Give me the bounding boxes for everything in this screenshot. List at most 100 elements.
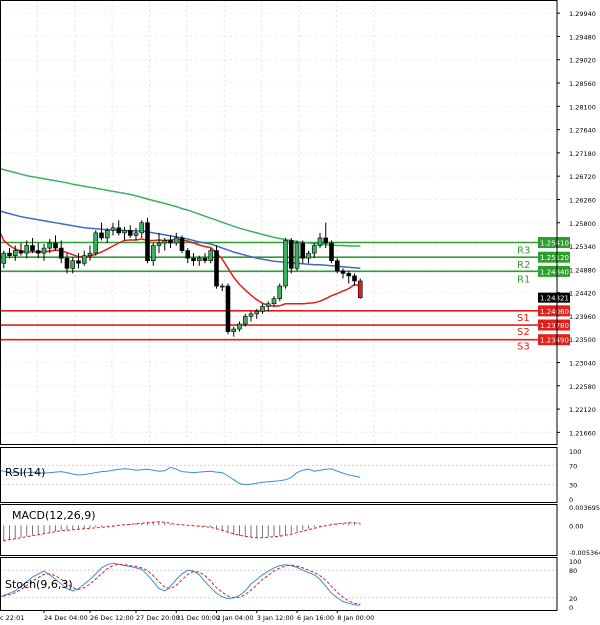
candle-body [248, 313, 254, 317]
candle [277, 283, 283, 302]
candle-body [122, 230, 127, 234]
candle [214, 245, 219, 289]
candle-body [219, 285, 225, 288]
candle-body [237, 323, 242, 330]
candle [87, 245, 93, 261]
time-tick-label: 6 Jan 16:00 [297, 614, 334, 622]
candle [81, 250, 87, 266]
candle-body [202, 257, 208, 262]
candle-body [1, 252, 7, 264]
level-name-s2: S2 [517, 327, 530, 338]
panel-frame [0, 504, 558, 556]
candle [116, 220, 122, 236]
panel-frames [0, 0, 558, 611]
candle [283, 237, 288, 289]
price-tick-label: 1.23500 [569, 336, 596, 344]
candle [352, 273, 357, 287]
candle-body [191, 257, 196, 262]
level-tag-s1 [538, 305, 570, 317]
level-tag-value-r2: 1.25120 [540, 254, 569, 262]
candle [334, 258, 340, 274]
level-name-s3: S3 [517, 342, 530, 353]
candle [219, 283, 225, 292]
candle-body [76, 260, 81, 264]
candle-body [47, 242, 53, 249]
level-tag-value-r1: 1.24840 [540, 268, 569, 276]
moving-average-line [0, 167, 361, 247]
candle [70, 257, 76, 274]
candle-body [116, 227, 122, 234]
candle-body [288, 240, 294, 269]
macd-tick-label: 0.003695 [569, 504, 600, 512]
candle-body [7, 252, 12, 256]
candle [104, 227, 110, 244]
moving-averages [0, 167, 361, 308]
time-tick-label: c 22:01 [0, 614, 24, 622]
candle-body [231, 328, 237, 332]
candle-body [150, 245, 156, 262]
stoch-tick-label: 80 [569, 567, 577, 575]
candle [208, 248, 214, 264]
moving-average-line [0, 230, 361, 308]
candle-body [30, 245, 35, 251]
candle [294, 240, 300, 271]
candle [1, 250, 7, 269]
candle-body [12, 250, 18, 256]
candle-body [185, 250, 191, 259]
time-tick-label: 3 Jan 12:00 [257, 614, 294, 622]
candle [127, 225, 133, 238]
candle-body [306, 252, 311, 259]
level-name-r2: R2 [517, 260, 530, 271]
candle-body [283, 240, 288, 287]
candle-body [277, 285, 283, 300]
candle-body [300, 242, 306, 259]
candle [300, 240, 306, 264]
candle [340, 268, 346, 279]
time-tick-label: 31 Dec 00:00 [176, 614, 220, 622]
candle [64, 253, 70, 274]
candle [248, 311, 254, 322]
stoch-label: Stoch(9,6,3) [5, 578, 73, 591]
candle-body [311, 245, 317, 254]
panel-frame [0, 447, 558, 503]
candle [24, 240, 30, 259]
candle [110, 222, 116, 236]
price-tick-label: 1.28560 [569, 80, 596, 88]
candle [7, 248, 12, 259]
candle [329, 240, 334, 264]
candle-body [104, 230, 110, 239]
price-tick-label: 1.29020 [569, 57, 596, 65]
stoch-main-line [0, 562, 361, 606]
time-tick-label: 24 Dec 04:00 [44, 614, 88, 622]
level-name-r3: R3 [517, 246, 530, 257]
candle-body [242, 316, 248, 325]
candle-body [133, 232, 139, 236]
candle-body [156, 242, 162, 246]
price-tick-label: 1.25340 [569, 243, 596, 251]
level-tag-value-s3: 1.23490 [540, 337, 569, 345]
candle [139, 220, 145, 238]
candle-body [173, 237, 179, 244]
candle [357, 278, 363, 299]
candle [58, 240, 64, 264]
candle [311, 243, 317, 259]
candle-body [208, 250, 214, 262]
level-tag-value-s1: 1.24060 [540, 308, 569, 316]
candle [156, 232, 162, 254]
level-tag-s3 [538, 334, 570, 346]
grid [0, 0, 557, 444]
candle [168, 235, 173, 249]
rsi-panel: RSI(14) 100 70 30 0 [0, 448, 581, 504]
candle-body [93, 232, 99, 254]
stoch-signal-line [0, 563, 361, 605]
candle-body [196, 257, 202, 262]
candle [231, 326, 237, 337]
candle-body [127, 230, 133, 236]
candles [0, 217, 363, 337]
candle [225, 283, 231, 335]
candle [306, 250, 311, 264]
price-tick-label: 1.27640 [569, 127, 596, 135]
time-axis: c 22:01 24 Dec 04:00 26 Dec 12:00 27 Dec 20… [0, 610, 374, 622]
